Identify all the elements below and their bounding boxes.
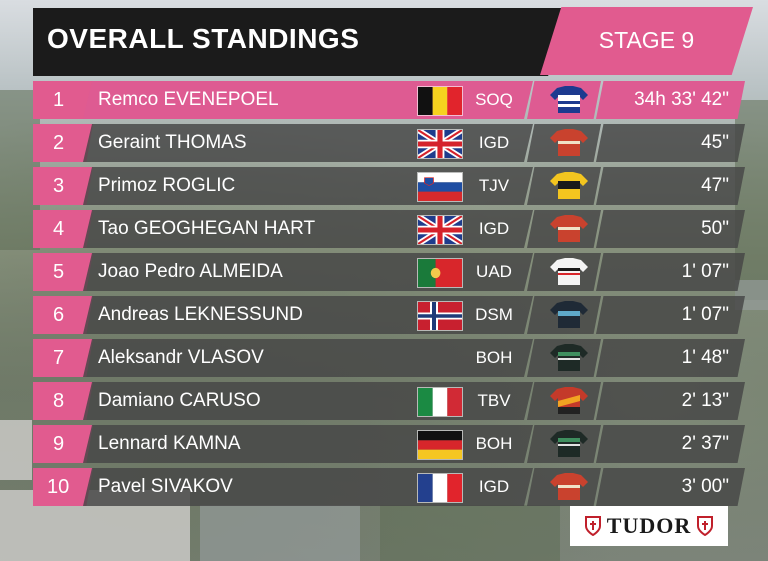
rider-name: Tao GEOGHEGAN HART <box>98 218 316 239</box>
rider-name: Lennard KAMNA <box>98 433 241 454</box>
france-flag-icon <box>418 474 462 502</box>
gap-time: 47" <box>701 175 729 196</box>
uk-flag-icon <box>418 130 462 158</box>
standings-row-2: 2 Geraint THOMAS IGD 45" <box>33 124 745 162</box>
norway-flag-icon <box>418 302 462 330</box>
rider-name: Remco EVENEPOEL <box>98 89 279 110</box>
gap-time: 1' 07" <box>681 261 729 282</box>
rider-name: Andreas LEKNESSUND <box>98 304 303 325</box>
team-code: UAD <box>476 262 512 281</box>
standings-row-1: 1 Remco EVENEPOEL SOQ 34h 33' 42" <box>33 81 745 119</box>
header-bar <box>33 8 578 76</box>
bora-jersey-icon <box>550 430 588 457</box>
standings-row-5: 5 Joao Pedro ALMEIDA UAD 1' 07" <box>33 253 745 291</box>
gap-time: 3' 00" <box>681 476 729 497</box>
uk-flag-icon <box>418 216 462 244</box>
rider-cell <box>83 339 533 377</box>
time-cell <box>596 253 745 291</box>
tudor-shield-icon <box>584 516 601 536</box>
rank-cell: 9 <box>33 425 93 463</box>
bahrain-jersey-icon <box>550 387 588 414</box>
time-cell <box>596 382 745 420</box>
ineos-jersey-icon <box>550 473 588 500</box>
page-title: OVERALL STANDINGS <box>47 23 360 54</box>
time-cell <box>596 425 745 463</box>
ineos-jersey-icon <box>550 129 588 156</box>
gap-time: 45" <box>701 132 729 153</box>
gap-time: 2' 37" <box>681 433 729 454</box>
rider-name: Aleksandr VLASOV <box>98 347 264 368</box>
stage-label: STAGE 9 <box>598 27 695 53</box>
rank-cell: 4 <box>33 210 93 248</box>
standings-row-9: 9 Lennard KAMNA BOH 2' 37" <box>33 425 745 463</box>
germany-flag-icon <box>418 431 462 459</box>
time-cell <box>596 124 745 162</box>
team-code: TBV <box>477 391 511 410</box>
italy-flag-icon <box>418 388 462 416</box>
ineos-jersey-icon <box>550 215 588 242</box>
tudor-shield-icon <box>697 516 714 536</box>
time-cell <box>596 296 745 334</box>
stage-badge <box>540 7 753 75</box>
rank-cell: 7 <box>33 339 93 377</box>
soudal-quickstep-jersey-icon <box>550 86 588 113</box>
rider-name: Pavel SIVAKOV <box>98 476 233 497</box>
time-cell <box>596 167 745 205</box>
standings-row-10: 10 Pavel SIVAKOV IGD 3' 00" <box>33 468 745 506</box>
standings-row-6: 6 Andreas LEKNESSUND DSM 1' 07" <box>33 296 745 334</box>
gap-time: 2' 13" <box>681 390 729 411</box>
rank-cell: 3 <box>33 167 93 205</box>
standings-row-4: 4 Tao GEOGHEGAN HART IGD 50" <box>33 210 745 248</box>
rank-cell: 8 <box>33 382 93 420</box>
team-code: TJV <box>478 176 510 195</box>
team-code: SOQ <box>475 90 513 109</box>
dsm-jersey-icon <box>550 301 588 328</box>
sponsor-logo: TUDOR <box>570 506 728 546</box>
time-cell <box>596 81 745 119</box>
rider-name: Geraint THOMAS <box>98 132 247 153</box>
standings-row-8: 8 Damiano CARUSO TBV 2' 13" <box>33 382 745 420</box>
bora-jersey-icon <box>550 344 588 371</box>
gap-time: 34h 33' 42" <box>634 89 729 110</box>
gap-time: 50" <box>701 218 729 239</box>
time-cell <box>596 210 745 248</box>
rider-name: Damiano CARUSO <box>98 390 261 411</box>
rider-name: Joao Pedro ALMEIDA <box>98 261 283 282</box>
gap-time: 1' 48" <box>681 347 729 368</box>
slovenia-flag-icon <box>418 173 462 201</box>
standings-row-7: 7 Aleksandr VLASOV BOH 1' 48" <box>33 339 745 377</box>
sponsor-name: TUDOR <box>606 513 692 538</box>
time-cell <box>596 468 745 506</box>
jumbo-visma-jersey-icon <box>550 172 588 199</box>
team-code: BOH <box>475 434 513 453</box>
portugal-flag-icon <box>418 259 462 287</box>
standings-row-3: 3 Primoz ROGLIC TJV 47" <box>33 167 745 205</box>
rider-name: Primoz ROGLIC <box>98 175 236 196</box>
rank-cell: 6 <box>33 296 93 334</box>
belgium-flag-icon <box>418 87 462 115</box>
time-cell <box>596 339 745 377</box>
rank-cell: 5 <box>33 253 93 291</box>
team-code: BOH <box>475 348 513 367</box>
rank-cell: 10 <box>33 468 93 506</box>
team-code: IGD <box>478 219 510 238</box>
rank-cell: 2 <box>33 124 93 162</box>
team-code: IGD <box>478 477 510 496</box>
team-code: DSM <box>475 305 513 324</box>
uae-jersey-icon <box>550 258 588 285</box>
team-code: IGD <box>478 133 510 152</box>
gap-time: 1' 07" <box>681 304 729 325</box>
